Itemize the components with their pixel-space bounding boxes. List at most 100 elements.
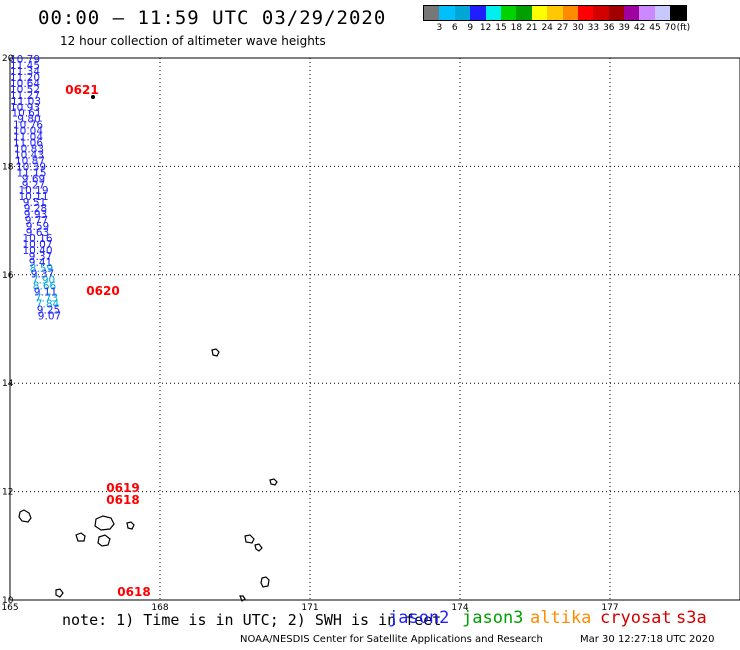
y-tick-label: 14	[2, 379, 14, 389]
legend-swatch	[470, 6, 486, 20]
wave-height-value: 10.83	[14, 144, 44, 156]
wave-height-value: 10.11	[18, 191, 48, 203]
wave-height-value: 9.28	[24, 203, 47, 215]
legend-swatch	[593, 6, 609, 20]
chart-title: 00:00 – 11:59 UTC 03/29/2020	[38, 7, 387, 29]
y-tick-label: 16	[2, 271, 14, 281]
wave-height-value: 9.77	[25, 215, 48, 227]
wave-height-value: 9.51	[23, 197, 46, 209]
island-outline	[97, 534, 111, 547]
legend-swatch	[424, 6, 440, 20]
wave-height-value: 7.73	[35, 293, 58, 305]
wave-height-value: 9.59	[26, 221, 49, 233]
legend-tick: 70	[664, 23, 677, 33]
satellite-tracks: 10.7911.4511.3411.2010.6410.5211.2711.03…	[10, 54, 151, 599]
legend-swatch	[639, 6, 655, 20]
legend-tick: 36	[603, 23, 615, 33]
legend-swatch	[439, 6, 455, 20]
axis-tick-labels: 165 168 171 174 177 20 18 16 14 12 10	[1, 54, 618, 613]
legend-tick: 39	[618, 23, 630, 33]
chart-subtitle: 12 hour collection of altimeter wave hei…	[60, 34, 326, 48]
x-tick-label: 174	[451, 603, 468, 613]
track-time-label: 0618	[117, 585, 150, 599]
legend-swatch	[500, 6, 517, 20]
legend-swatch	[454, 6, 471, 20]
wave-height-value: 9.25	[37, 304, 60, 316]
legend-swatch	[577, 6, 594, 20]
wave-height-value: 7.84	[36, 299, 60, 311]
wave-height-value: 9.41	[29, 257, 52, 269]
wave-height-value: 8.59	[30, 263, 53, 275]
y-tick-label: 20	[2, 54, 14, 64]
island-outline	[18, 509, 32, 523]
legend-swatch	[624, 6, 640, 20]
track-time-label: 0618	[106, 493, 139, 507]
wave-height-value: 10.79	[10, 54, 40, 66]
wave-height-value: 10.19	[18, 185, 48, 197]
legend-swatch	[547, 6, 563, 20]
wave-height-value: 9.93	[24, 209, 47, 221]
legend-tick: 18	[510, 23, 523, 33]
wave-height-value: 10.07	[22, 239, 52, 251]
x-tick-label: 177	[601, 603, 618, 613]
legend-tick: 6	[451, 23, 458, 33]
legend-jason3: jason3	[462, 608, 524, 628]
legend-tick: 45	[649, 23, 661, 33]
lat-lon-grid	[9, 57, 740, 601]
wave-height-value: 11.06	[13, 138, 43, 150]
legend-swatch	[562, 6, 578, 20]
wave-height-value: 10.64	[10, 78, 40, 90]
wave-height-value: 10.04	[13, 126, 43, 138]
wave-height-value: 10.16	[22, 233, 52, 245]
color-legend: 3 6 9 12 15 18 21 24 27 30 33 36 39 42 45 70 (ft)	[423, 5, 690, 35]
legend-altika: altika	[530, 608, 592, 628]
footer-credit: NOAA/NESDIS Center for Satellite Applica…	[240, 634, 543, 645]
wave-height-value: 9.80	[17, 114, 40, 126]
island-outline	[75, 532, 86, 542]
x-tick-label: 165	[1, 603, 18, 613]
legend-swatch	[608, 6, 625, 20]
island-outline	[269, 478, 278, 486]
legend-swatch	[485, 6, 501, 20]
legend-tick: 12	[479, 23, 492, 33]
wave-height-value: 10.39	[16, 161, 46, 173]
legend-jason2: jason2	[388, 608, 450, 628]
wave-height-value: 10.93	[10, 102, 40, 114]
footer-note: note: 1) Time is in UTC; 2) SWH is in fe…	[62, 611, 442, 629]
footer-timestamp: Mar 30 12:27:18 UTC 2020	[580, 634, 715, 645]
wave-height-value: 9.37	[29, 251, 52, 263]
wave-height-value: 9.11	[34, 287, 57, 299]
legend-tick: 30	[572, 23, 584, 33]
track-time-label: 0621	[65, 83, 98, 97]
wave-height-value: 11.34	[10, 66, 40, 78]
wave-height-value: 10.87	[15, 155, 45, 167]
wave-height-value: 9.27	[22, 179, 45, 191]
y-tick-label: 18	[2, 162, 14, 172]
wave-height-value: 11.03	[11, 96, 41, 108]
y-tick-label: 10	[2, 596, 14, 606]
wave-height-value: 9.69	[22, 173, 45, 185]
island-outline	[260, 576, 270, 588]
wave-height-value: 10.61	[11, 108, 41, 120]
x-tick-label: 168	[151, 603, 168, 613]
island-outline	[126, 521, 135, 530]
legend-color-bar	[423, 5, 687, 21]
legend-tick: 27	[556, 23, 569, 33]
legend-swatch	[654, 6, 671, 20]
track-time-label: 0619	[106, 481, 139, 495]
y-tick-label: 12	[2, 488, 13, 498]
wave-height-value: 11.20	[10, 72, 40, 84]
legend-tick: 15	[495, 23, 507, 33]
map-frame	[9, 57, 740, 601]
wave-height-value: 10.40	[22, 245, 52, 257]
legend-tick: 33	[587, 23, 600, 33]
legend-swatch	[516, 6, 532, 20]
wave-height-value: 9.63	[26, 227, 49, 239]
island-outline	[244, 534, 255, 544]
wave-height-value: 11.45	[10, 60, 40, 72]
wave-height-value: 8.66	[33, 281, 57, 293]
legend-swatch	[531, 6, 548, 20]
legend-unit: (ft)	[676, 23, 691, 33]
legend-tick: 21	[526, 23, 538, 33]
